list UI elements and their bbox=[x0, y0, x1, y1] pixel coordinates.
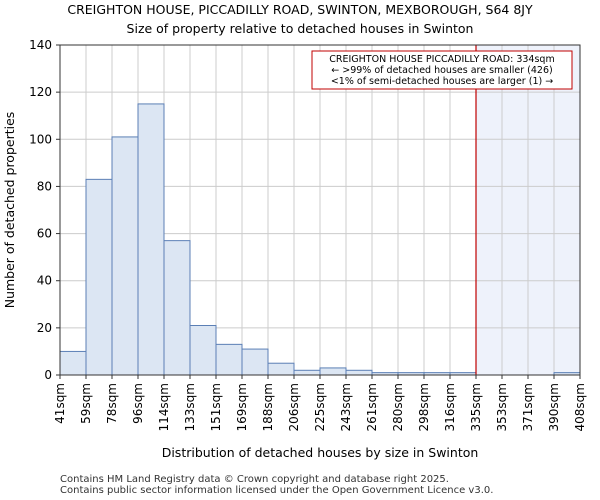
bar bbox=[189, 325, 217, 376]
y-tick-label: 60 bbox=[37, 227, 52, 241]
bar bbox=[267, 362, 295, 376]
x-tick-label: 133sqm bbox=[183, 383, 197, 431]
y-tick-label: 20 bbox=[37, 321, 52, 335]
footer-line-2: Contains public sector information licen… bbox=[60, 485, 494, 496]
bar bbox=[241, 348, 269, 376]
x-tick-label: 408sqm bbox=[573, 383, 587, 431]
bar bbox=[319, 367, 347, 376]
bar bbox=[345, 369, 373, 376]
x-tick-label: 114sqm bbox=[157, 383, 171, 431]
bar bbox=[293, 369, 321, 376]
y-tick-label: 140 bbox=[29, 38, 52, 52]
x-tick-label: 261sqm bbox=[365, 383, 379, 431]
annotation-text-line: <1% of semi-detached houses are larger (… bbox=[331, 76, 553, 87]
bar bbox=[111, 136, 139, 376]
x-tick-label: 206sqm bbox=[287, 383, 301, 431]
x-tick-label: 96sqm bbox=[131, 383, 145, 424]
bar bbox=[137, 103, 165, 376]
x-tick-label: 225sqm bbox=[313, 383, 327, 431]
y-tick-label: 80 bbox=[37, 179, 52, 193]
y-axis-label: Number of detached properties bbox=[2, 112, 17, 309]
x-tick-label: 335sqm bbox=[469, 383, 483, 431]
chart-subtitle: Size of property relative to detached ho… bbox=[126, 21, 474, 36]
x-tick-label: 78sqm bbox=[105, 383, 119, 424]
y-tick-label: 100 bbox=[29, 132, 52, 146]
x-tick-label: 59sqm bbox=[79, 383, 93, 424]
bar bbox=[215, 343, 243, 376]
chart-title: CREIGHTON HOUSE, PICCADILLY ROAD, SWINTO… bbox=[67, 2, 533, 17]
footer-line-1: Contains HM Land Registry data © Crown c… bbox=[60, 474, 449, 485]
bar bbox=[163, 240, 191, 376]
y-tick-label: 120 bbox=[29, 85, 52, 99]
x-tick-label: 353sqm bbox=[495, 383, 509, 431]
annotation-text-line: CREIGHTON HOUSE PICCADILLY ROAD: 334sqm bbox=[329, 54, 554, 65]
x-tick-label: 41sqm bbox=[53, 383, 67, 424]
x-tick-label: 151sqm bbox=[209, 383, 223, 431]
x-tick-label: 298sqm bbox=[417, 383, 431, 431]
y-tick-label: 0 bbox=[44, 368, 52, 382]
x-tick-label: 390sqm bbox=[547, 383, 561, 431]
x-tick-label: 169sqm bbox=[235, 383, 249, 431]
x-axis-label: Distribution of detached houses by size … bbox=[162, 445, 479, 460]
x-tick-label: 371sqm bbox=[521, 383, 535, 431]
y-tick-label: 40 bbox=[37, 274, 52, 288]
annotation-text-line: ← >99% of detached houses are smaller (4… bbox=[331, 65, 552, 76]
x-tick-label: 243sqm bbox=[339, 383, 353, 431]
bar bbox=[85, 178, 113, 376]
x-tick-label: 316sqm bbox=[443, 383, 457, 431]
x-tick-label: 188sqm bbox=[261, 383, 275, 431]
x-tick-label: 280sqm bbox=[391, 383, 405, 431]
bar bbox=[59, 350, 87, 376]
annotation-box bbox=[311, 50, 573, 90]
